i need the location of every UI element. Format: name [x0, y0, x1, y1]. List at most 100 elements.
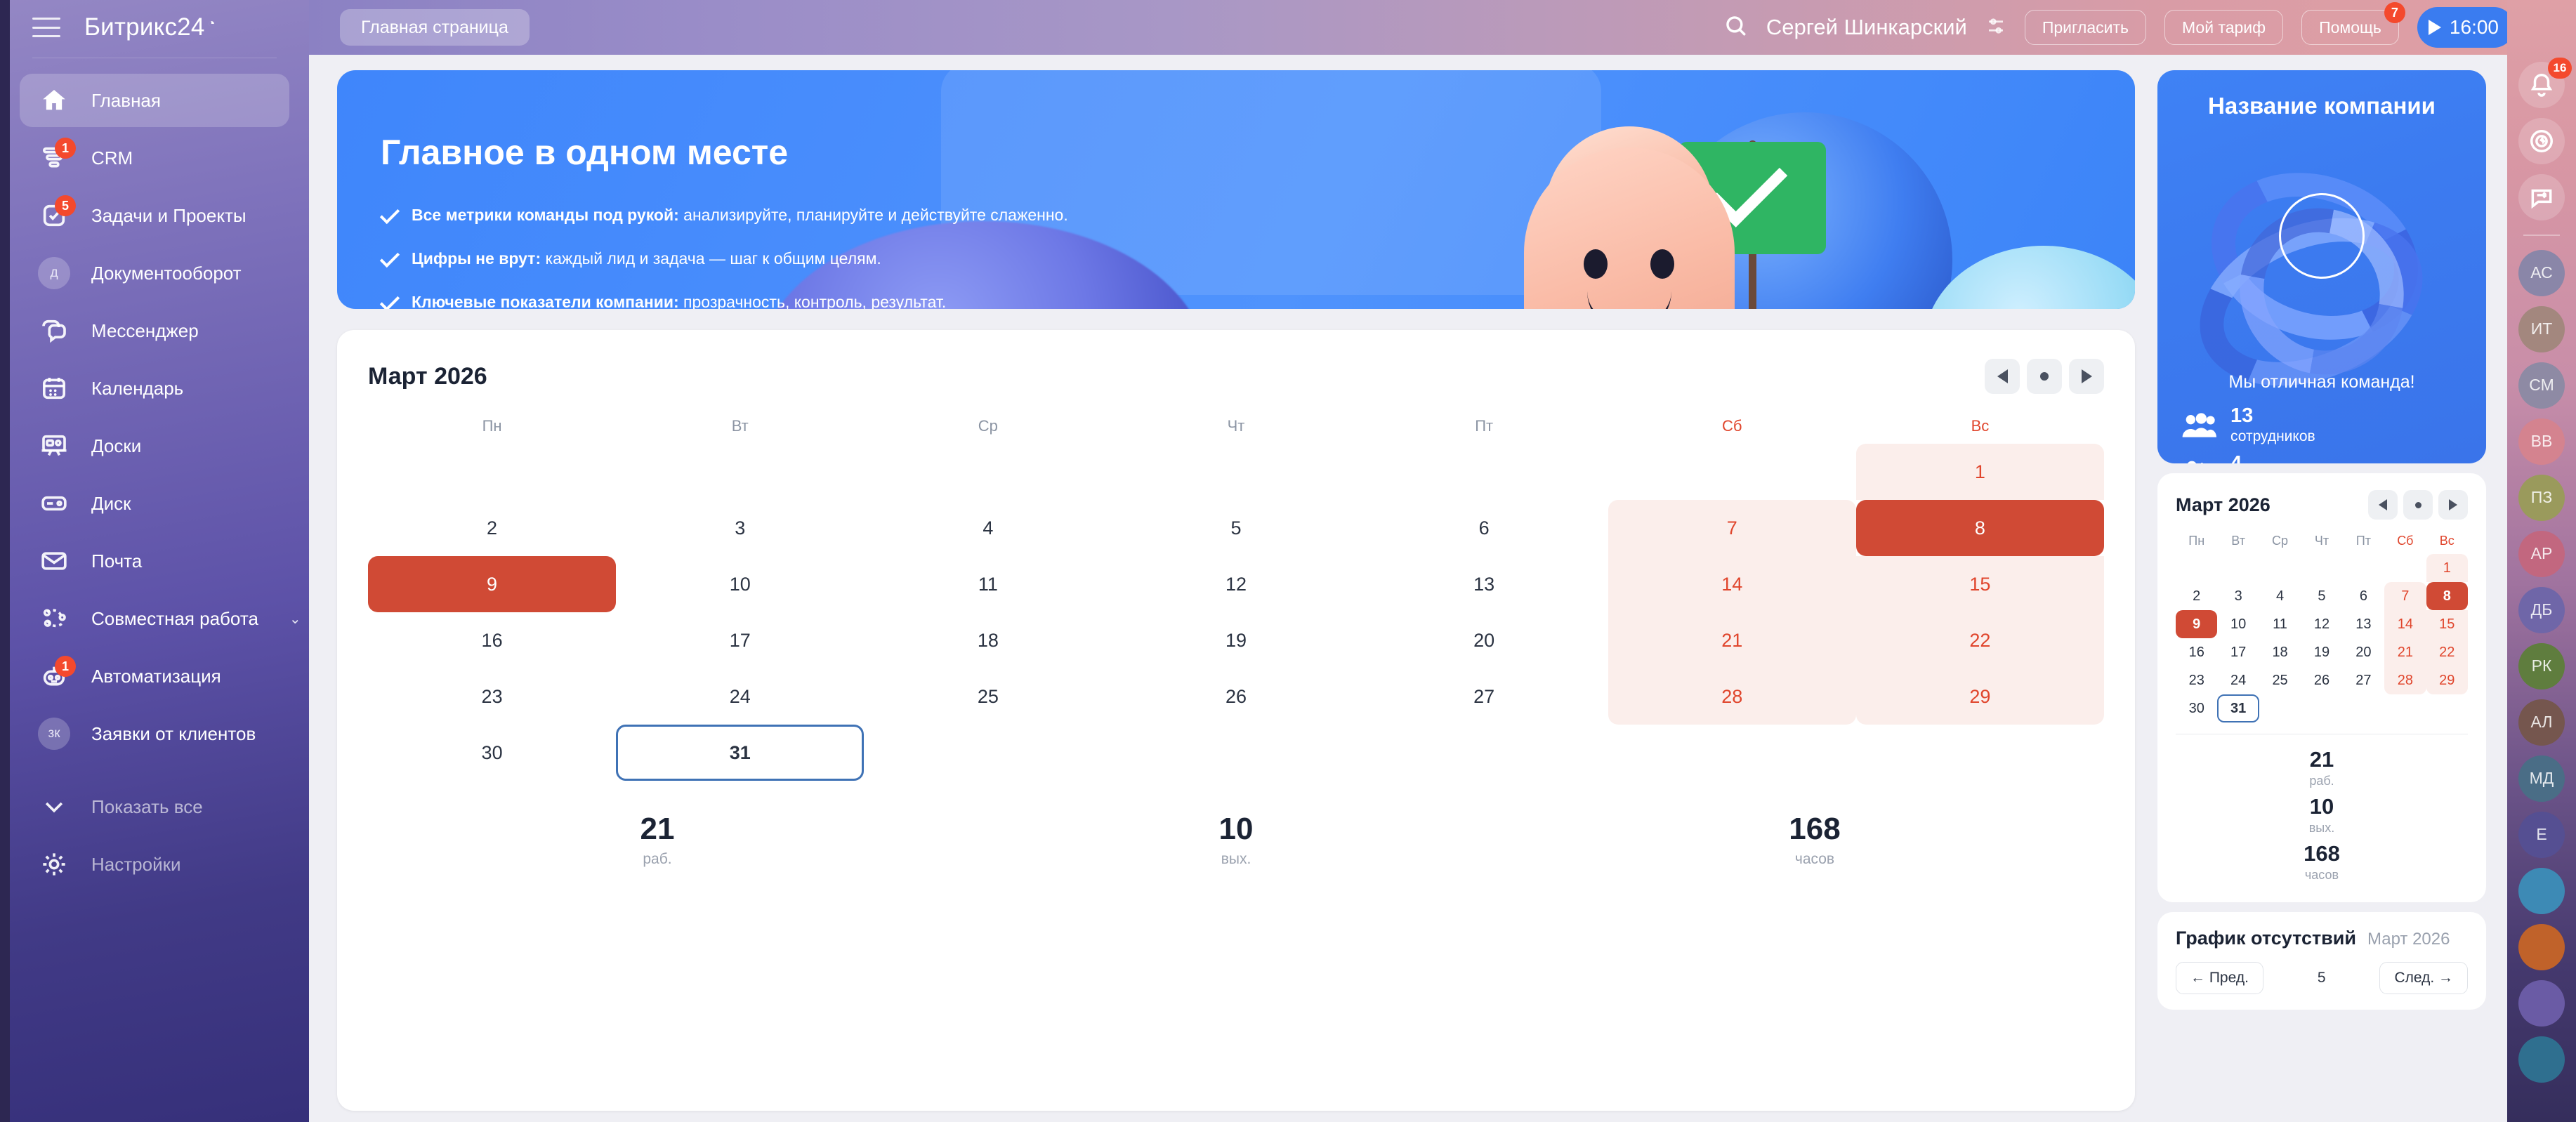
- calendar-day-cell[interactable]: 19: [1225, 629, 1247, 651]
- calendar-day-cell[interactable]: 20: [2355, 644, 2372, 660]
- rail-avatar[interactable]: АС: [2518, 249, 2565, 296]
- calendar-day-cell[interactable]: 4: [983, 517, 994, 539]
- calendar-day-cell[interactable]: 10: [2230, 616, 2247, 632]
- sidebar-item-disk[interactable]: Диск: [20, 477, 289, 530]
- absence-next-button[interactable]: След. →: [2379, 962, 2468, 994]
- rail-avatar[interactable]: СМ: [2518, 362, 2565, 409]
- sidebar-item-requests[interactable]: зк Заявки от клиентов: [20, 707, 289, 760]
- sidebar-item-chevron-down[interactable]: Показать все: [20, 780, 289, 833]
- calendar-day-cell[interactable]: 5: [1230, 517, 1242, 539]
- calendar-day-cell[interactable]: 15: [2426, 610, 2468, 638]
- rail-avatar[interactable]: [2518, 923, 2565, 970]
- calendar-day-cell[interactable]: 5: [2318, 588, 2326, 604]
- rail-avatar[interactable]: ДБ: [2518, 586, 2565, 633]
- calendar-today-button[interactable]: [2027, 359, 2062, 394]
- rail-avatar[interactable]: РК: [2518, 642, 2565, 689]
- company-widget[interactable]: Название компании Мы отличная команда! 1…: [2157, 70, 2486, 463]
- calendar-day-cell[interactable]: 14: [2384, 610, 2426, 638]
- calendar-day-cell[interactable]: 31: [616, 725, 865, 781]
- calendar-day-cell[interactable]: 16: [481, 629, 503, 651]
- calendar-day-cell[interactable]: 19: [2313, 644, 2330, 660]
- help-button[interactable]: Помощь 7: [2301, 2, 2405, 45]
- exchange-chat-icon[interactable]: [2518, 174, 2565, 220]
- sidebar-item-collab[interactable]: Совместная работа ⌄: [20, 592, 301, 645]
- workday-clock-button[interactable]: 16:00: [2417, 7, 2514, 48]
- calendar-day-cell[interactable]: 11: [978, 573, 998, 595]
- calendar-day-cell[interactable]: 13: [2355, 616, 2372, 632]
- calendar-day-cell[interactable]: 17: [729, 629, 751, 651]
- my-tariff-button[interactable]: Мой тариф: [2164, 10, 2284, 45]
- calendar-day-cell[interactable]: 16: [2188, 644, 2204, 660]
- calendar-next-button[interactable]: [2069, 359, 2104, 394]
- rail-avatar[interactable]: АЛ: [2518, 699, 2565, 746]
- sidebar-item-robot[interactable]: 1 Автоматизация: [20, 649, 289, 703]
- sidebar-item-gear[interactable]: Настройки: [20, 838, 289, 891]
- calendar-day-cell[interactable]: 25: [977, 685, 999, 707]
- calendar-day-cell[interactable]: 3: [2234, 588, 2242, 604]
- calendar-day-cell[interactable]: 17: [2230, 644, 2247, 660]
- sidebar-item-documents[interactable]: д Документооборот: [20, 246, 289, 300]
- bell-icon[interactable]: 16: [2518, 58, 2572, 108]
- calendar-day-cell[interactable]: 6: [1478, 517, 1490, 539]
- calendar-day-cell[interactable]: 13: [1473, 573, 1495, 595]
- current-user-name[interactable]: Сергей Шинкарский: [1766, 15, 1967, 39]
- calendar-day-cell[interactable]: 29: [1855, 668, 2104, 725]
- calendar-day-cell[interactable]: 7: [1608, 500, 1856, 556]
- calendar-day-cell[interactable]: 8: [2426, 582, 2468, 610]
- rail-avatar[interactable]: [2518, 1036, 2565, 1083]
- calendar-day-cell[interactable]: 26: [1225, 685, 1247, 707]
- rail-avatar[interactable]: Е: [2518, 811, 2565, 858]
- calendar-day-cell[interactable]: 18: [977, 629, 999, 651]
- calendar-day-cell[interactable]: 12: [2313, 616, 2330, 632]
- calendar-day-cell[interactable]: 22: [1855, 612, 2104, 668]
- calendar-day-cell[interactable]: 4: [2276, 588, 2285, 604]
- calendar-day-cell[interactable]: 8: [1855, 500, 2104, 556]
- calendar-day-cell[interactable]: 30: [2188, 700, 2204, 716]
- calendar-day-cell[interactable]: 9: [2176, 610, 2218, 638]
- calendar-day-cell[interactable]: 2: [487, 517, 498, 539]
- rail-avatar[interactable]: ИТ: [2518, 305, 2565, 352]
- rail-avatar[interactable]: АР: [2518, 530, 2565, 577]
- calendar-day-cell[interactable]: 25: [2272, 672, 2288, 688]
- calendar-day-cell[interactable]: 23: [481, 685, 503, 707]
- calendar-day-cell[interactable]: 21: [1608, 612, 1856, 668]
- rail-avatar[interactable]: ПЗ: [2518, 474, 2565, 521]
- sidebar-item-home[interactable]: Главная: [20, 74, 289, 127]
- search-icon[interactable]: [1724, 14, 1748, 41]
- calendar-day-cell[interactable]: 24: [729, 685, 751, 707]
- calendar-day-cell[interactable]: 1: [2426, 554, 2468, 582]
- calendar-day-cell[interactable]: 23: [2188, 672, 2204, 688]
- invite-button[interactable]: Пригласить: [2024, 10, 2146, 45]
- calendar-day-cell[interactable]: 2: [2193, 588, 2201, 604]
- calendar-day-cell[interactable]: 10: [729, 573, 751, 595]
- rail-avatar[interactable]: ВВ: [2518, 418, 2565, 465]
- hamburger-menu-icon[interactable]: [32, 18, 60, 37]
- calendar-day-cell[interactable]: 9: [368, 556, 617, 612]
- calendar-day-cell[interactable]: 12: [1225, 573, 1247, 595]
- pulse-icon[interactable]: [2518, 118, 2565, 164]
- calendar-day-cell[interactable]: 28: [1608, 668, 1856, 725]
- calendar-day-cell[interactable]: 14: [1608, 556, 1856, 612]
- filter-sliders-icon[interactable]: [1985, 15, 2006, 40]
- mini-calendar-next-button[interactable]: [2438, 490, 2468, 520]
- calendar-day-cell[interactable]: 26: [2313, 672, 2330, 688]
- calendar-day-cell[interactable]: 28: [2384, 666, 2426, 694]
- rail-avatar[interactable]: МД: [2518, 755, 2565, 802]
- calendar-day-cell[interactable]: 20: [1473, 629, 1495, 651]
- calendar-day-cell[interactable]: 30: [481, 741, 503, 763]
- calendar-day-cell[interactable]: 24: [2230, 672, 2247, 688]
- calendar-day-cell[interactable]: 3: [735, 517, 746, 539]
- calendar-day-cell[interactable]: 29: [2426, 666, 2468, 694]
- brand-logo[interactable]: Битрикс24 ◔: [84, 13, 216, 41]
- rail-avatar[interactable]: [2518, 979, 2565, 1027]
- rail-avatar[interactable]: [2518, 867, 2565, 914]
- calendar-day-cell[interactable]: 27: [1473, 685, 1495, 707]
- sidebar-item-boards[interactable]: Доски: [20, 419, 289, 473]
- mini-calendar-prev-button[interactable]: [2368, 490, 2398, 520]
- sidebar-item-mail[interactable]: Почта: [20, 534, 289, 588]
- calendar-day-cell[interactable]: 15: [1855, 556, 2104, 612]
- absence-prev-button[interactable]: ← Пред.: [2176, 962, 2263, 994]
- calendar-day-cell[interactable]: 31: [2217, 694, 2259, 722]
- calendar-day-cell[interactable]: 18: [2272, 644, 2288, 660]
- calendar-day-cell[interactable]: 22: [2426, 638, 2468, 666]
